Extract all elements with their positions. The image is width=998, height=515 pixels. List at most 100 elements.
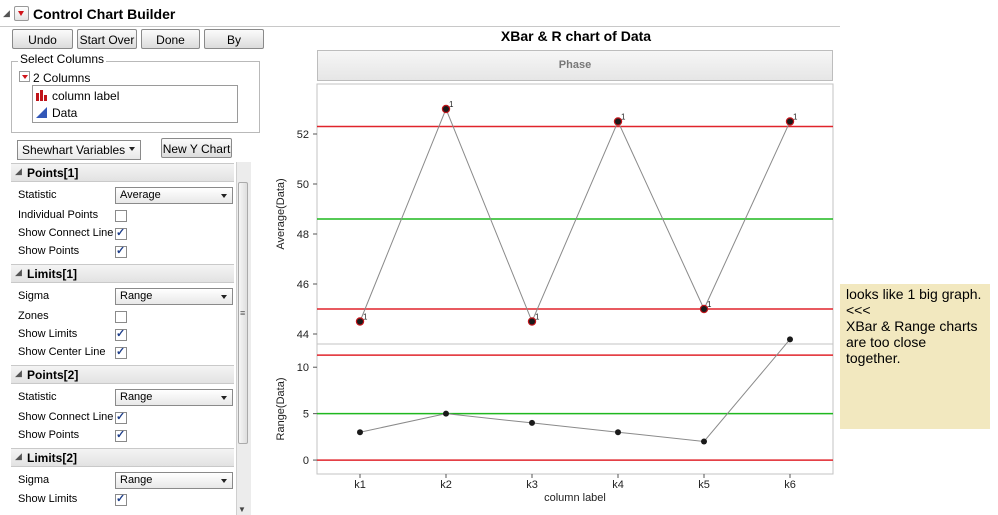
red-menu-icon[interactable]	[14, 6, 29, 21]
show-center-line-label: Show Center Line	[18, 346, 106, 358]
scroll-down-arrow-icon[interactable]: ▼	[238, 505, 246, 514]
done-button[interactable]: Done	[141, 29, 200, 49]
data-point	[529, 318, 535, 325]
show-connect-line-checkbox[interactable]	[115, 410, 127, 424]
data-point	[701, 306, 707, 312]
flag-label: 1	[449, 100, 454, 109]
chart-type-select[interactable]: Shewhart Variables	[17, 140, 141, 160]
y-tick-label: 5	[303, 409, 309, 421]
show-connect-line-label: Show Connect Line	[18, 411, 114, 423]
collapse-triangle-icon[interactable]: ◢	[3, 8, 10, 18]
show-limits-label: Show Limits	[18, 493, 78, 505]
y-axis-label: Average(Data)	[275, 178, 287, 249]
continuous-column-icon	[36, 107, 47, 118]
sigma-select[interactable]: Range	[115, 472, 233, 489]
note-line: looks like 1 big graph.	[846, 286, 982, 302]
data-point	[787, 336, 793, 343]
connect-line	[359, 107, 791, 323]
section-limits-1[interactable]: ◢ Limits[1]	[11, 264, 234, 283]
statistic-select[interactable]: Average	[115, 187, 233, 204]
y-tick-label: 46	[297, 279, 309, 291]
y-tick-label: 44	[297, 329, 309, 341]
connect-line	[359, 339, 791, 443]
data-point	[615, 429, 621, 436]
show-connect-line-label: Show Connect Line	[18, 227, 114, 239]
zones-label: Zones	[18, 310, 49, 322]
section-title: Points[2]	[27, 368, 79, 382]
annotation-note[interactable]: looks like 1 big graph. <<< XBar & Range…	[840, 284, 990, 429]
x-tick-label: k4	[612, 479, 624, 491]
undo-button[interactable]: Undo	[12, 29, 73, 49]
section-title: Points[1]	[27, 166, 79, 180]
y-tick-label: 0	[303, 455, 309, 467]
columns-menu-icon[interactable]	[19, 71, 30, 82]
select-columns-label: Select Columns	[18, 52, 107, 66]
x-tick-label: k2	[440, 479, 452, 491]
x-tick-label: k6	[784, 479, 796, 491]
data-point	[701, 438, 707, 445]
new-y-chart-button[interactable]: New Y Chart	[161, 138, 232, 158]
flag-label: 1	[793, 113, 798, 122]
control-chart[interactable]: 4446485052Average(Data)1111110510Range(D…	[260, 82, 840, 506]
show-limits-label: Show Limits	[18, 328, 78, 340]
statistic-label: Statistic	[18, 189, 57, 201]
data-point	[615, 118, 621, 125]
nominal-column-icon	[36, 90, 47, 101]
x-tick-label: k3	[526, 479, 538, 491]
column-name: column label	[52, 89, 120, 103]
x-tick-label: k5	[698, 479, 710, 491]
y-tick-label: 48	[297, 229, 309, 241]
show-limits-checkbox[interactable]	[115, 492, 127, 506]
flag-label: 1	[621, 113, 626, 122]
builder-title: Control Chart Builder	[33, 6, 176, 22]
y-axis-label: Range(Data)	[275, 378, 287, 441]
properties-panel: ◢ Points[1] Statistic Average Individual…	[11, 162, 236, 515]
section-limits-2[interactable]: ◢ Limits[2]	[11, 448, 234, 467]
data-point	[529, 419, 535, 426]
zones-checkbox[interactable]	[115, 311, 127, 323]
statistic-select[interactable]: Range	[115, 389, 233, 406]
sigma-select[interactable]: Range	[115, 288, 233, 305]
show-limits-checkbox[interactable]	[115, 327, 127, 341]
column-name: Data	[52, 106, 78, 120]
phase-drop-zone[interactable]: Phase	[317, 50, 833, 81]
start-over-button[interactable]: Start Over	[77, 29, 137, 49]
columns-count-label: 2 Columns	[33, 71, 91, 85]
flag-label: 1	[535, 313, 540, 322]
disclosure-icon[interactable]: ◢	[15, 368, 22, 378]
note-line: <<<	[846, 302, 871, 318]
disclosure-icon[interactable]: ◢	[15, 166, 22, 176]
data-point	[443, 106, 449, 112]
data-point	[443, 410, 449, 417]
select-columns-group	[11, 61, 260, 133]
chart-title: XBar & R chart of Data	[500, 28, 652, 44]
individual-points-label: Individual Points	[18, 209, 99, 221]
disclosure-icon[interactable]: ◢	[15, 267, 22, 277]
flag-label: 1	[363, 313, 368, 322]
show-connect-line-checkbox[interactable]	[115, 226, 127, 240]
x-axis-label: column label	[544, 492, 606, 504]
data-point	[357, 318, 363, 325]
y-tick-label: 52	[297, 129, 309, 141]
show-points-label: Show Points	[18, 429, 80, 441]
scrollbar-thumb[interactable]: ≡	[238, 182, 248, 444]
builder-header: ◢ Control Chart Builder	[0, 0, 840, 27]
data-point	[787, 118, 793, 125]
y-tick-label: 50	[297, 179, 309, 191]
show-center-line-checkbox[interactable]	[115, 345, 127, 359]
section-title: Limits[1]	[27, 267, 78, 281]
individual-points-checkbox[interactable]	[115, 210, 127, 222]
grip-icon: ≡	[240, 308, 246, 318]
columns-list[interactable]: column label Data	[32, 85, 238, 123]
data-point	[357, 429, 363, 436]
show-points-label: Show Points	[18, 245, 80, 257]
sigma-label: Sigma	[18, 474, 50, 486]
disclosure-icon[interactable]: ◢	[15, 451, 22, 461]
x-tick-label: k1	[354, 479, 366, 491]
show-points-checkbox[interactable]	[115, 428, 127, 442]
show-points-checkbox[interactable]	[115, 244, 127, 258]
by-button[interactable]: By	[204, 29, 264, 49]
section-points-2[interactable]: ◢ Points[2]	[11, 365, 234, 384]
section-points-1[interactable]: ◢ Points[1]	[11, 163, 234, 182]
note-line: XBar & Range charts are too close togeth…	[846, 318, 982, 366]
